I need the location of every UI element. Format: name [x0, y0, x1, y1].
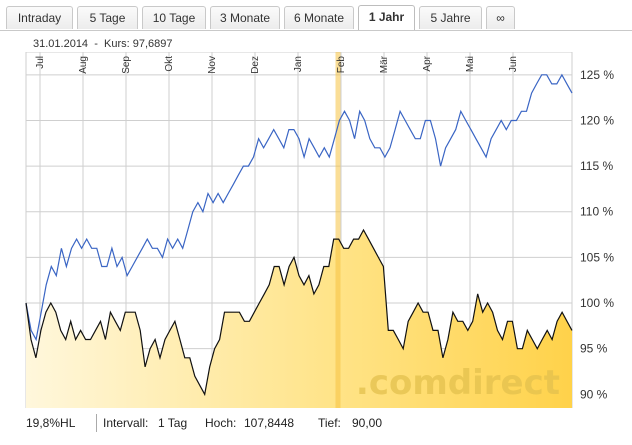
x-tick-label: Apr: [422, 55, 433, 71]
tab-max[interactable]: ∞: [486, 6, 515, 29]
comdirect-watermark: .comdirect: [356, 363, 560, 403]
footer-interval-value: 1 Tag: [158, 416, 188, 430]
info-price-label: Kurs:: [103, 38, 130, 50]
x-axis-labels: Jul Aug Sep Okt Nov Dez Jan Feb Mär Apr Mai Jun: [35, 55, 519, 73]
x-tick-label: Dez: [250, 56, 261, 74]
timeframe-tab-bar: Intraday 5 Tage 10 Tage 3 Monate 6 Monat…: [0, 0, 632, 31]
x-tick-label: Mai: [465, 56, 476, 72]
tab-10-tage[interactable]: 10 Tage: [142, 6, 206, 29]
tab-6-monate[interactable]: 6 Monate: [284, 6, 354, 29]
x-tick-label: Jul: [35, 56, 46, 69]
tab-5-tage[interactable]: 5 Tage: [77, 6, 138, 29]
y-tick-label: 100 %: [580, 296, 614, 310]
chart-footer: 19,8%HL Intervall: 1 Tag Hoch: 107,8448 …: [0, 408, 632, 445]
x-tick-label: Jun: [508, 56, 519, 72]
x-tick-label: Mär: [379, 55, 390, 73]
footer-hl: 19,8%HL: [26, 416, 76, 430]
y-tick-label: 110 %: [580, 205, 613, 219]
footer-interval-label: Intervall:: [103, 416, 149, 430]
footer-high-label: Hoch:: [205, 416, 237, 430]
price-chart[interactable]: .comdirect Jul Aug Sep Okt Nov Dez Jan Feb Mär Ap…: [0, 52, 632, 408]
y-tick-label: 90 %: [580, 387, 608, 401]
x-tick-label: Sep: [121, 56, 132, 74]
price-info: 31.01.2014 - Kurs: 97,6897: [33, 38, 173, 50]
y-axis-labels: 90 % 95 % 100 % 105 % 110 % 115 % 120 % 125 %: [580, 68, 614, 401]
tab-5-jahre[interactable]: 5 Jahre: [419, 6, 482, 29]
footer-low-value: 90,00: [352, 416, 383, 430]
x-tick-label: Aug: [78, 56, 89, 74]
highlight-date-bar: [335, 52, 341, 408]
info-date: 31.01.2014: [33, 38, 89, 50]
x-tick-label: Feb: [336, 56, 347, 74]
tab-1-jahr[interactable]: 1 Jahr: [358, 5, 415, 30]
y-tick-label: 120 %: [580, 113, 614, 127]
footer-low-label: Tief:: [318, 416, 341, 430]
blue-series-line: [25, 73, 573, 342]
info-separator: -: [94, 38, 98, 50]
footer-high-value: 107,8448: [244, 416, 295, 430]
black-series-line: [25, 228, 573, 397]
y-tick-label: 105 %: [580, 250, 614, 264]
footer-divider: [96, 414, 97, 432]
tab-3-monate[interactable]: 3 Monate: [210, 6, 280, 29]
x-tick-label: Okt: [164, 56, 175, 72]
tab-intraday[interactable]: Intraday: [6, 6, 73, 29]
area-fill: [26, 230, 572, 408]
y-tick-label: 95 %: [580, 342, 608, 356]
info-price-value: 97,6897: [132, 38, 173, 50]
y-tick-label: 125 %: [580, 68, 614, 82]
x-tick-label: Nov: [207, 56, 218, 74]
y-tick-label: 115 %: [580, 159, 613, 173]
x-tick-label: Jan: [293, 56, 304, 72]
